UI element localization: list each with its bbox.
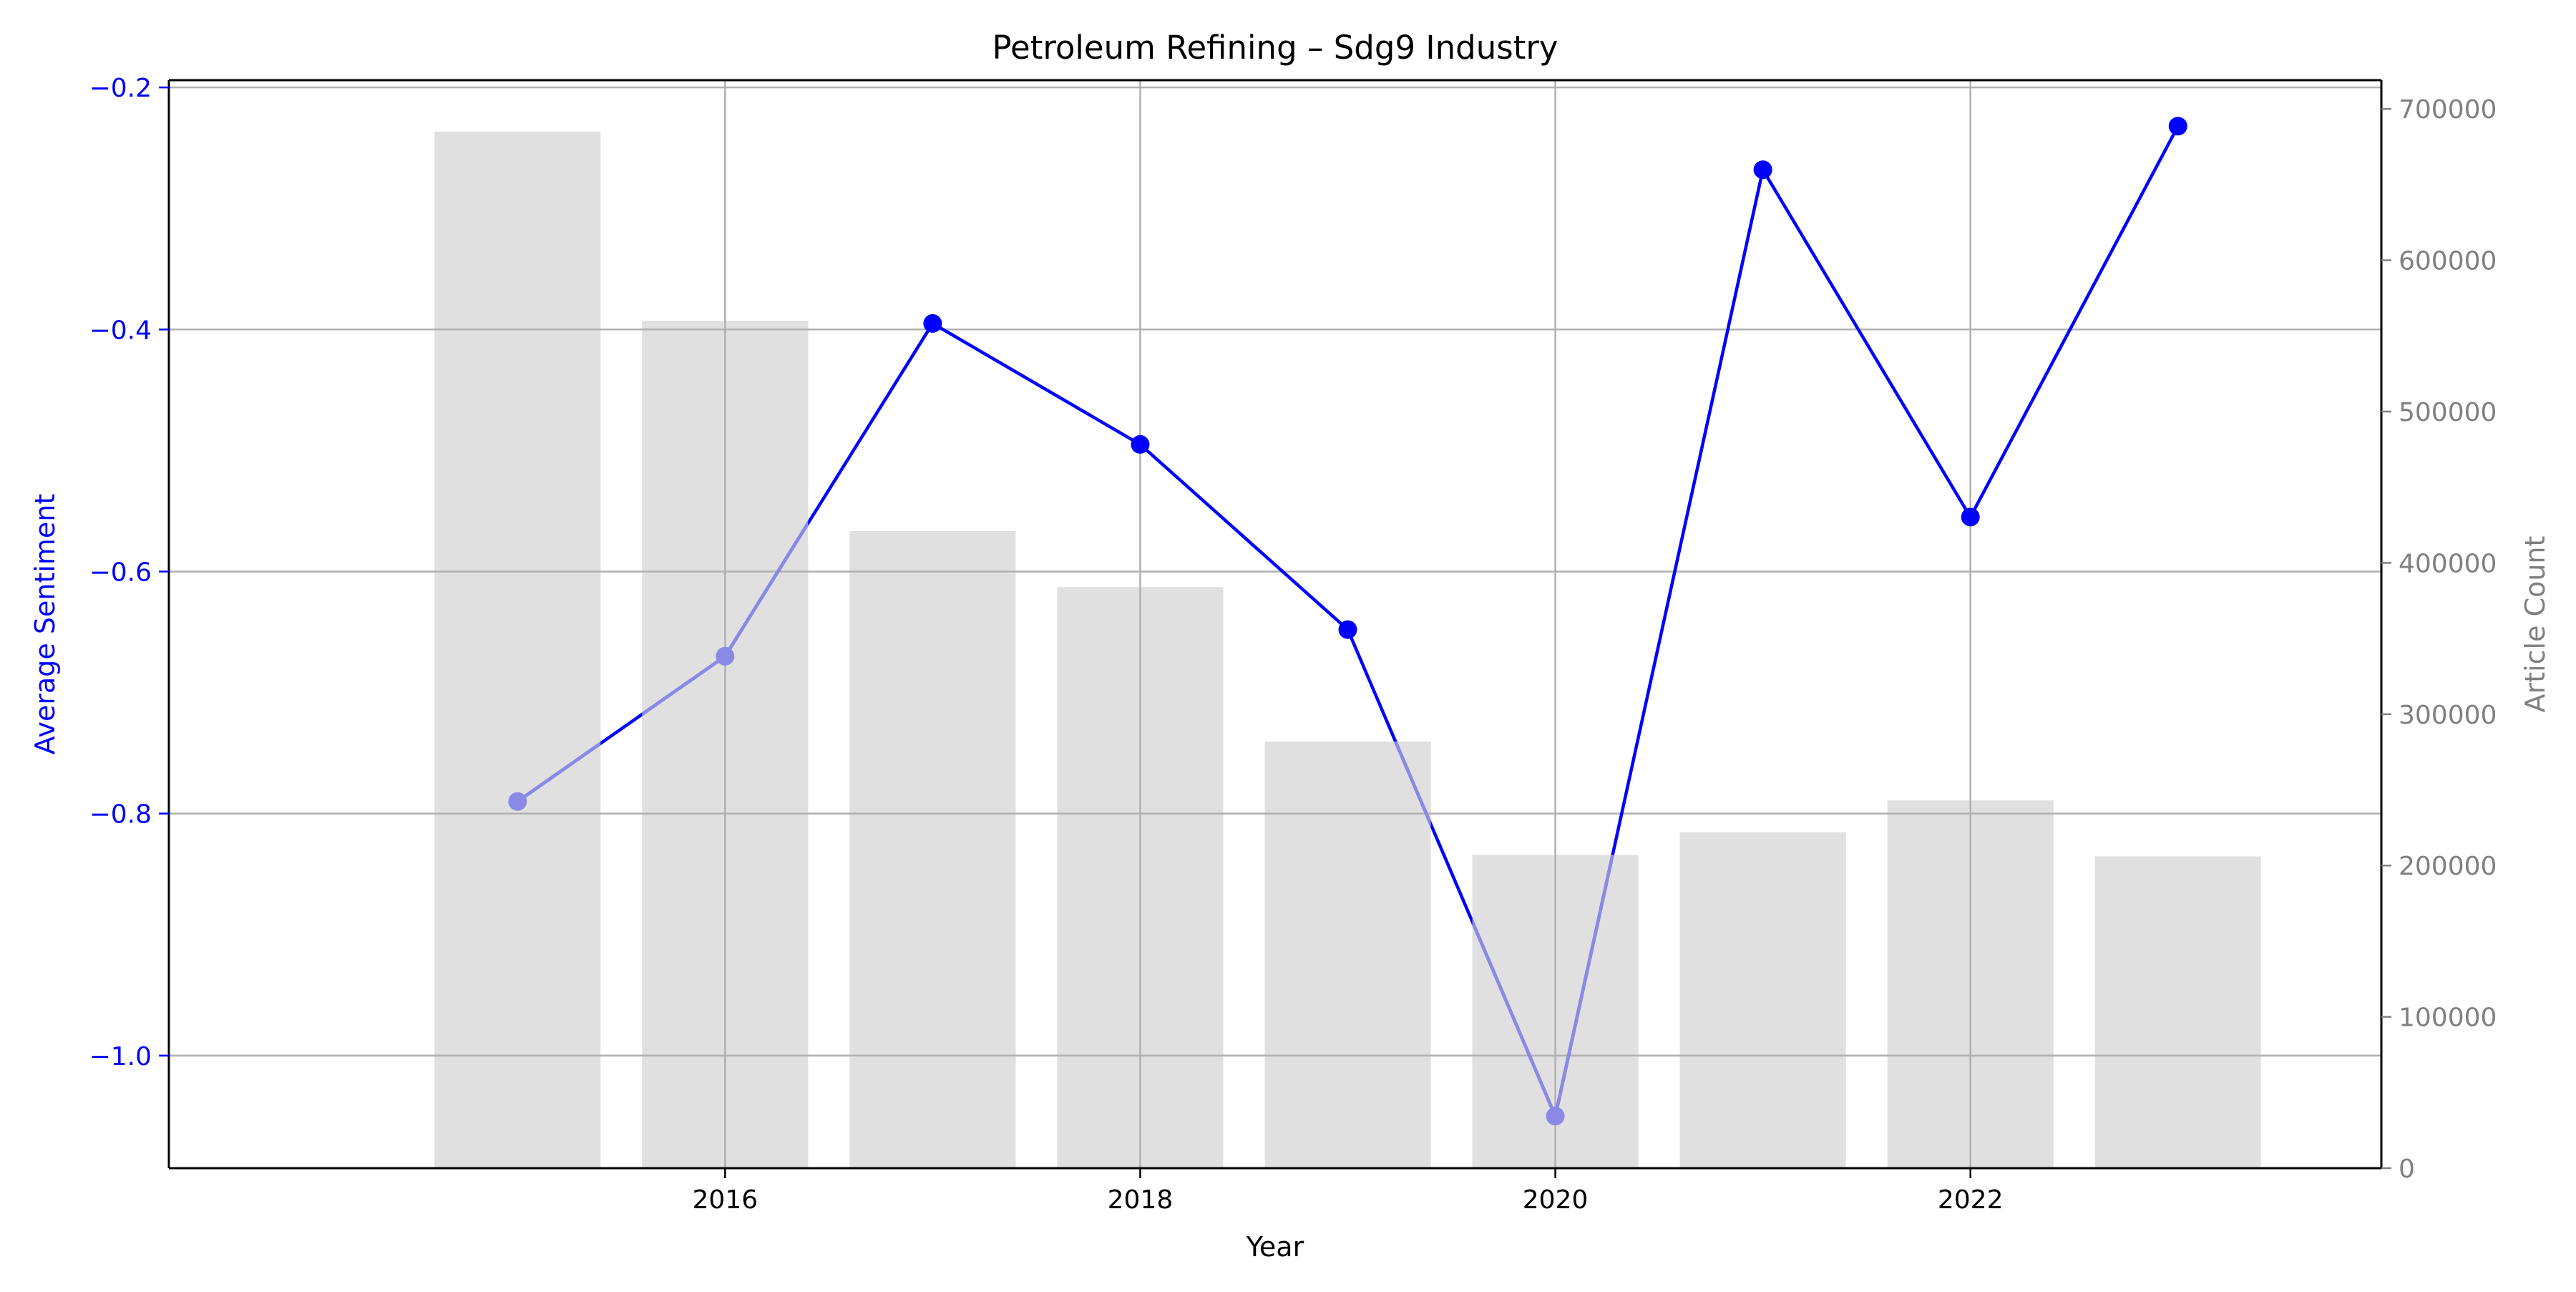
y-right-tick-label: 200000 xyxy=(2399,852,2497,881)
y-left-tick-label: −0.8 xyxy=(89,800,152,830)
y-right-tick-label: 700000 xyxy=(2399,95,2497,125)
chart-title: Petroleum Refining – Sdg9 Industry xyxy=(992,29,1558,67)
sentiment-point xyxy=(1961,507,1980,527)
y-right-tick-label: 0 xyxy=(2399,1155,2415,1184)
y-left-tick-label: −0.6 xyxy=(89,558,152,587)
grid-layer xyxy=(169,80,2381,1168)
axes-layer xyxy=(167,79,2383,1170)
y-right-tick-label: 600000 xyxy=(2399,247,2497,276)
sentiment-point xyxy=(1546,1107,1565,1126)
sentiment-point xyxy=(1338,620,1357,639)
sentiment-point xyxy=(1131,434,1150,454)
points-layer xyxy=(508,117,2187,1126)
sentiment-point xyxy=(2168,117,2187,136)
sentiment-point xyxy=(1753,160,1772,180)
bar xyxy=(434,131,601,1169)
y-right-tick-label: 300000 xyxy=(2399,701,2497,730)
y-left-tick-label: −0.2 xyxy=(89,74,152,103)
sentiment-point xyxy=(508,792,527,811)
y-left-tick-label: −0.4 xyxy=(89,316,152,345)
x-axis-label: Year xyxy=(1246,1231,1304,1263)
y-right-tick-label: 500000 xyxy=(2399,398,2497,427)
bar xyxy=(2094,856,2261,1168)
x-tick-label: 2018 xyxy=(1108,1185,1174,1215)
y-left-tick-label: −1.0 xyxy=(89,1042,152,1072)
bar xyxy=(1679,832,1846,1168)
bar xyxy=(1264,741,1431,1168)
bars-layer xyxy=(434,131,2261,1169)
y-right-tick-label: 400000 xyxy=(2399,549,2497,578)
sentiment-point xyxy=(923,314,942,333)
ticks-layer: 2016 2018 2020 2022 −1.0 −0.8 −0.6 −0.4 −0.2 0 100… xyxy=(89,74,2497,1215)
y-axis-right-label: Article Count xyxy=(2519,536,2551,713)
x-tick-label: 2020 xyxy=(1523,1185,1589,1215)
y-right-tick-label: 100000 xyxy=(2399,1004,2497,1033)
y-axis-left-label: Average Sentiment xyxy=(29,494,61,755)
bar xyxy=(849,530,1016,1168)
x-tick-label: 2022 xyxy=(1938,1185,2004,1215)
sentiment-point xyxy=(716,646,735,666)
x-tick-label: 2016 xyxy=(693,1185,758,1215)
